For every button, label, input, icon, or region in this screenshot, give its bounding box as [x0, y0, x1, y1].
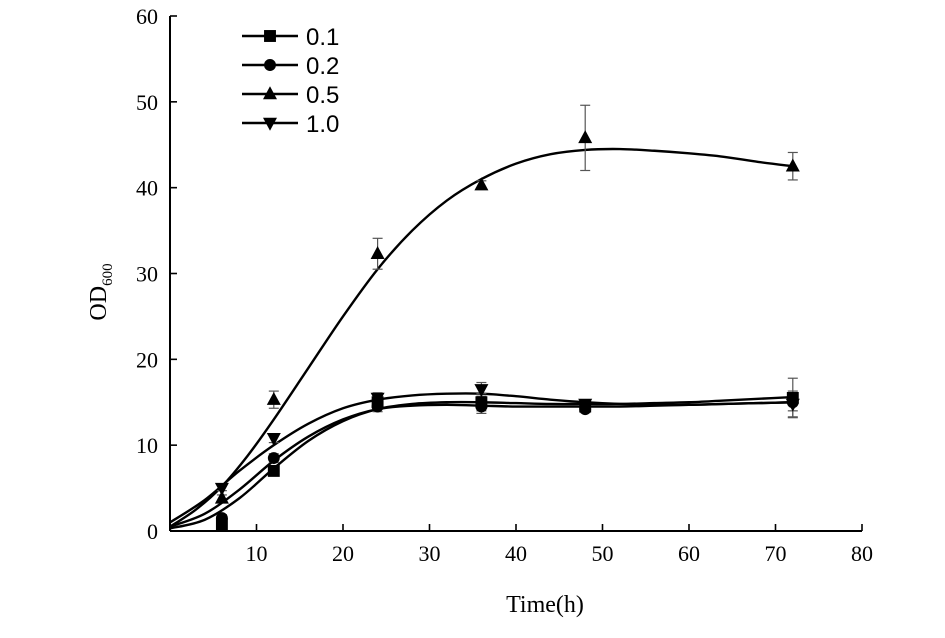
legend-item-0-5: 0.5 [242, 82, 339, 109]
y-tick-label-50: 50 [136, 90, 158, 115]
series-0-5-point-12 [266, 391, 281, 405]
series-0-2-point-6 [215, 512, 228, 525]
svg-text:OD600: OD600 [86, 263, 116, 320]
series-0-1-point-6 [215, 518, 228, 531]
series-0-5-curve [169, 147, 793, 528]
series-0-5-point-24 [370, 246, 385, 260]
x-tick-label-60: 60 [678, 541, 700, 566]
legend-item-0-2-label: 0.2 [306, 53, 339, 80]
x-tick-label-30: 30 [419, 541, 441, 566]
series-0-1-point-12 [267, 464, 280, 477]
x-tick-label-50: 50 [592, 541, 614, 566]
series-1-0-point-24 [370, 392, 385, 406]
series-0-2-point-24 [371, 400, 384, 413]
x-tick-label-20: 20 [332, 541, 354, 566]
series-0-2-curve [169, 401, 793, 528]
series-0-2-point-12 [267, 452, 280, 464]
legend-item-1-0-label: 1.0 [306, 111, 339, 138]
x-tick-label-10: 10 [246, 541, 268, 566]
legend: 0.10.20.51.0 [242, 24, 339, 138]
series-0-5-point-36 [474, 177, 489, 191]
fitted-curves [169, 147, 793, 530]
series-1-0-point-48 [578, 398, 593, 412]
x-tick-label-40: 40 [505, 541, 527, 566]
legend-item-1-0: 1.0 [242, 111, 339, 138]
legend-item-0-1-label: 0.1 [306, 24, 339, 51]
x-tick-label-70: 70 [765, 541, 787, 566]
series-0-5-point-48 [578, 130, 593, 144]
legend-item-1-0-marker [263, 117, 277, 131]
series-1-0-point-6 [214, 482, 229, 496]
legend-item-0-2-marker [264, 59, 276, 71]
axis-ticks: 10 20 30 40 50 60 70 80 0 10 20 30 40 50 60 [136, 4, 873, 566]
series-1-0-point-12 [266, 433, 281, 446]
y-tick-label-20: 20 [136, 347, 158, 372]
y-tick-label-60: 60 [136, 4, 158, 29]
series-0-1-curve [169, 395, 793, 530]
legend-item-0-1-marker [264, 30, 276, 42]
legend-item-0-2: 0.2 [242, 53, 339, 80]
error-bars [216, 104, 798, 530]
y-tick-label-0: 0 [147, 519, 158, 544]
y-tick-label-40: 40 [136, 176, 158, 201]
y-axis-title: OD600 [86, 263, 116, 320]
series-1-0-point-36 [474, 384, 489, 398]
y-axis-title-subscript: 600 [100, 263, 116, 286]
legend-item-0-5-marker [263, 86, 277, 100]
y-axis-title-main: OD [86, 286, 112, 321]
x-tick-label-80: 80 [851, 541, 873, 566]
y-tick-label-30: 30 [136, 262, 158, 287]
series-0-2-point-36 [475, 400, 488, 413]
data-markers [214, 130, 800, 531]
series-0-5-point-6 [214, 490, 229, 504]
series-0-5-point-72 [785, 158, 800, 172]
legend-item-0-1: 0.1 [242, 24, 339, 51]
legend-item-0-5-label: 0.5 [306, 82, 339, 109]
series-1-0-point-72 [785, 398, 800, 412]
x-axis-title: Time(h) [506, 592, 584, 618]
y-tick-label-10: 10 [136, 433, 158, 458]
